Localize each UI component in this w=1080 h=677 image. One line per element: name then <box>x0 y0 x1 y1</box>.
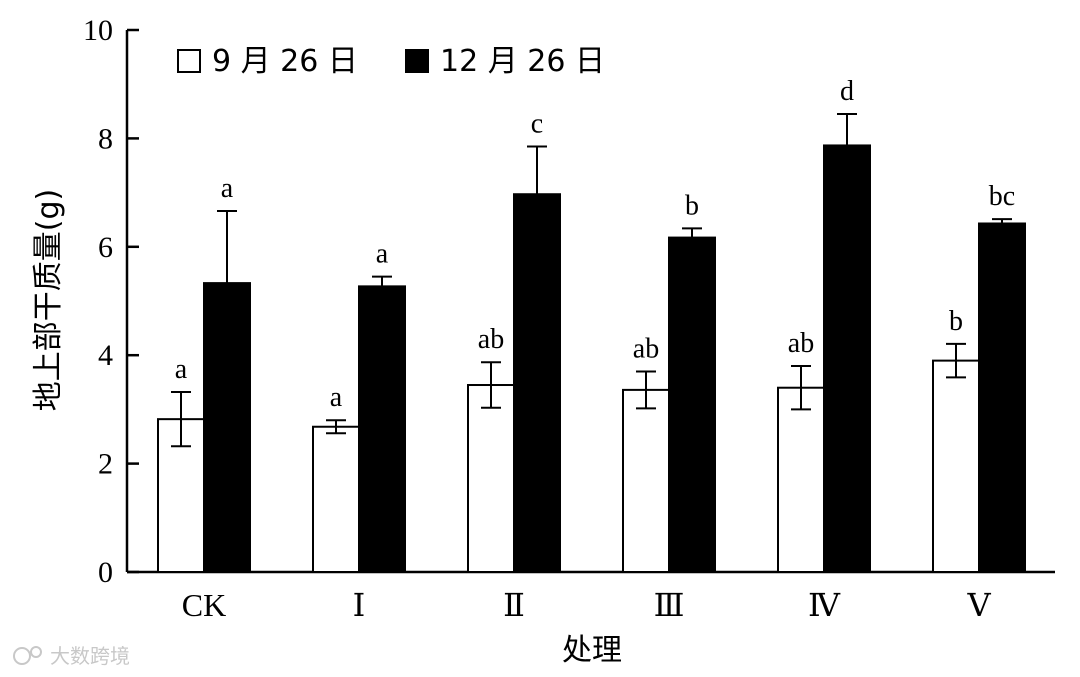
x-tick-label: Ⅰ <box>353 587 366 623</box>
bar <box>467 384 515 574</box>
bar <box>823 144 871 573</box>
significance-label: c <box>531 109 543 140</box>
bar <box>668 236 716 573</box>
y-tick-label: 8 <box>98 122 113 155</box>
bars: a a a a ab c ab b ab d b bc <box>157 76 1026 574</box>
bar <box>978 222 1026 574</box>
watermark: 大数跨境 <box>13 644 130 668</box>
bar <box>312 425 360 573</box>
y-axis-title: 地上部干质量(g) <box>31 189 66 411</box>
significance-label: d <box>840 76 854 107</box>
y-tick-label: 4 <box>98 339 113 372</box>
legend: 9 月 26 日 12 月 26 日 <box>177 44 605 79</box>
legend-label: 9 月 26 日 <box>212 44 358 79</box>
y-tick-label: 10 <box>83 14 113 47</box>
y-tick-label: 2 <box>98 448 113 481</box>
watermark-logo-icon <box>13 647 31 665</box>
bar <box>513 193 561 573</box>
x-tick-label: Ⅳ <box>808 587 841 623</box>
bar <box>358 285 406 573</box>
x-tick-label: CK <box>182 587 226 623</box>
bar <box>622 388 670 573</box>
legend-swatch <box>177 49 201 73</box>
significance-label: a <box>376 239 389 270</box>
axes: 0 2 4 6 8 10 CK Ⅰ Ⅱ Ⅲ Ⅳ Ⅴ <box>83 14 1055 623</box>
significance-label: a <box>330 382 343 413</box>
legend-label: 12 月 26 日 <box>440 44 605 79</box>
x-tick-label: Ⅲ <box>654 587 685 623</box>
bar <box>777 386 825 573</box>
significance-label: a <box>221 173 234 204</box>
significance-label: bc <box>989 181 1015 212</box>
significance-label: ab <box>788 328 814 359</box>
significance-label: ab <box>633 333 659 364</box>
significance-label: a <box>175 354 188 385</box>
legend-swatch <box>405 49 429 73</box>
watermark-logo-icon-2 <box>30 646 42 658</box>
x-tick-label: Ⅴ <box>966 587 991 623</box>
x-tick-label: Ⅱ <box>503 587 525 623</box>
significance-label: b <box>949 306 963 337</box>
x-axis-title: 处理 <box>562 633 622 668</box>
y-tick-label: 6 <box>98 231 113 264</box>
y-tick-label: 0 <box>98 556 113 589</box>
watermark-text: 大数跨境 <box>50 644 130 668</box>
significance-label: ab <box>478 324 504 355</box>
significance-label: b <box>685 190 699 221</box>
bar <box>932 359 980 573</box>
